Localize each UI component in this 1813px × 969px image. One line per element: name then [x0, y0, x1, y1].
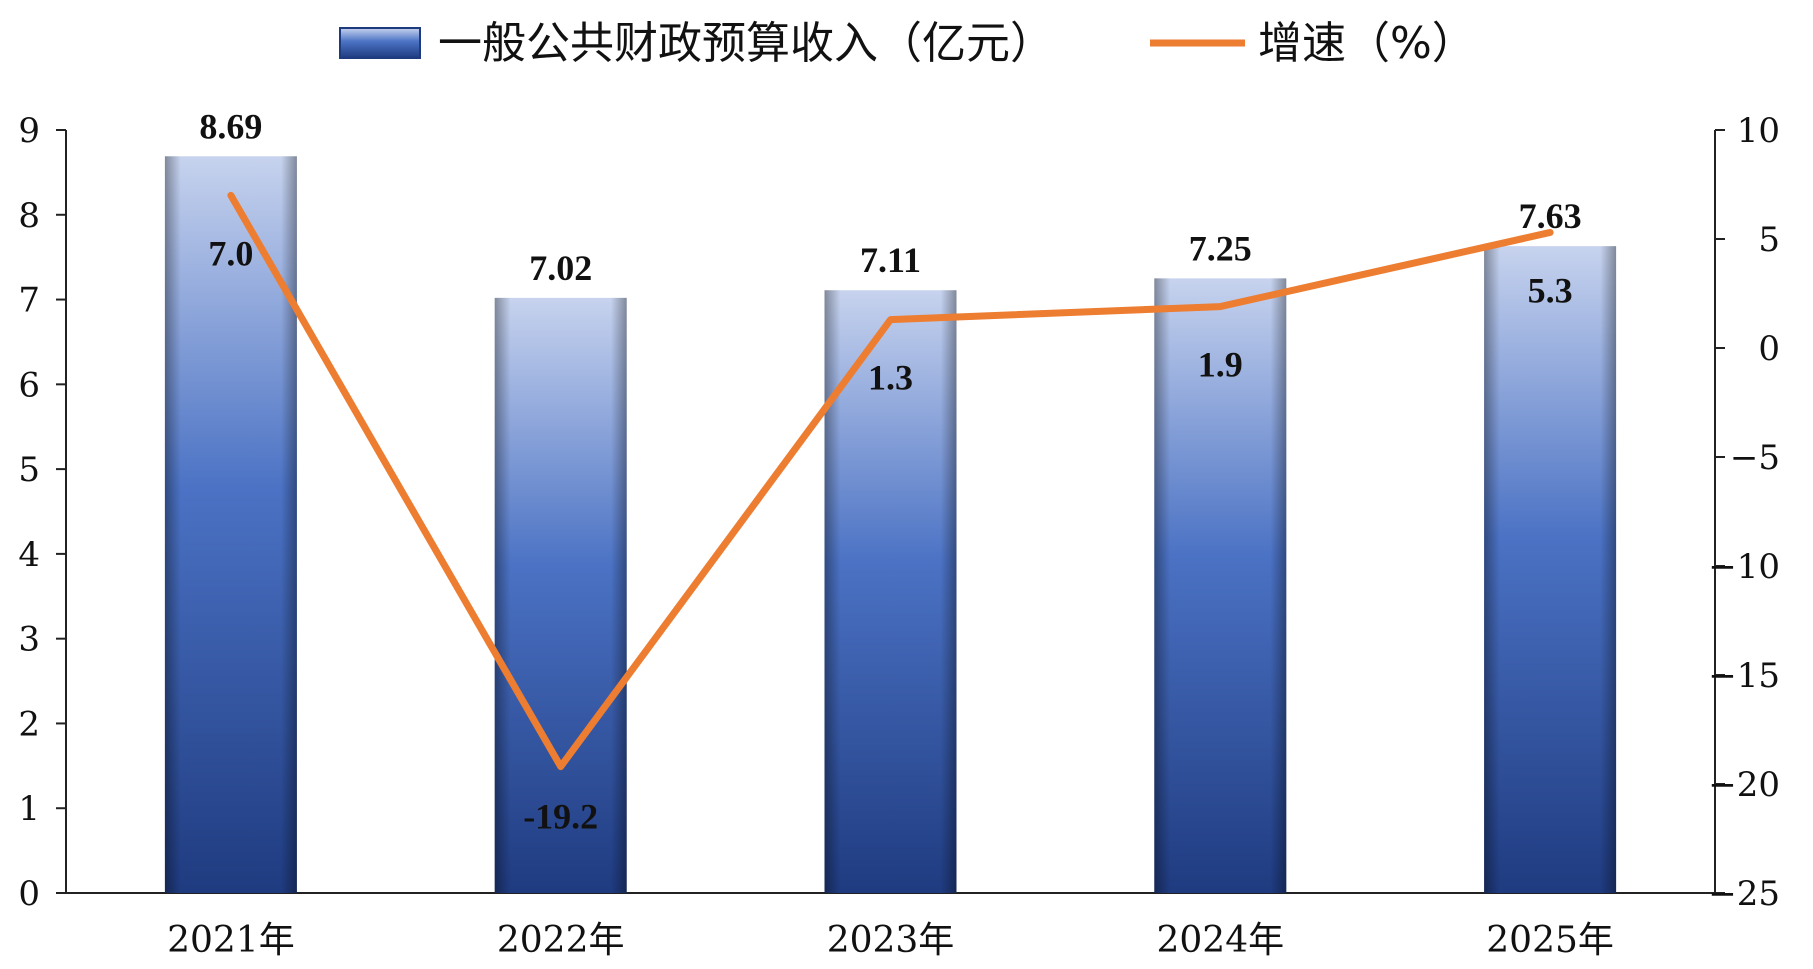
bar-value-label: 7.63	[1519, 196, 1582, 236]
right-tick-label: 0	[1758, 329, 1780, 369]
growth-value-label: 1.9	[1198, 345, 1243, 385]
right-tick-label: −15	[1708, 656, 1780, 696]
left-tick-label: 9	[18, 111, 40, 151]
category-label: 2021年	[167, 920, 295, 961]
bar-edge-shade	[164, 156, 297, 893]
legend-line-label: 增速（%）	[1258, 18, 1476, 69]
left-axis-ticks: 0 1 2 3 4 5 6 7 8 9	[18, 111, 66, 914]
bar-edge-shade	[1154, 278, 1287, 894]
growth-value-label: 1.3	[868, 358, 913, 398]
category-label: 2022年	[497, 920, 625, 961]
right-tick-label: −10	[1708, 547, 1780, 587]
bars	[164, 156, 1617, 894]
category-labels: 2021年 2022年 2023年 2024年 2025年	[167, 920, 1614, 961]
legend-bar-label: 一般公共财政预算收入（亿元）	[438, 18, 1054, 69]
right-axis-ticks: −25 −20 −15 −10 −5 0 5 10	[1708, 111, 1780, 914]
right-tick-label: −25	[1708, 874, 1780, 914]
bar-value-label: 7.25	[1189, 228, 1252, 268]
left-tick-label: 2	[18, 704, 40, 744]
bar-edge-shade	[1484, 246, 1617, 893]
bar-value-label: 7.02	[529, 248, 592, 288]
right-tick-label: −20	[1708, 765, 1780, 805]
left-tick-label: 6	[18, 365, 40, 405]
right-tick-label: 5	[1758, 220, 1780, 260]
left-tick-label: 8	[18, 196, 40, 236]
left-tick-label: 7	[18, 281, 40, 321]
left-tick-label: 1	[18, 789, 40, 829]
bar-value-label: 8.69	[199, 106, 262, 146]
bar-edge-shade	[494, 297, 627, 893]
left-tick-label: 0	[18, 874, 40, 914]
left-tick-label: 3	[18, 620, 40, 660]
right-tick-label: 10	[1737, 111, 1780, 151]
bar-edge-shade	[824, 290, 957, 894]
growth-line	[227, 191, 1554, 771]
legend-bar-swatch	[339, 27, 421, 59]
bar-value-label: 7.11	[860, 240, 921, 280]
legend: 一般公共财政预算收入（亿元） 增速（%）	[339, 18, 1476, 69]
left-tick-label: 4	[18, 535, 40, 575]
category-label: 2024年	[1156, 920, 1284, 961]
category-label: 2023年	[827, 920, 955, 961]
right-tick-label: −5	[1730, 438, 1780, 478]
growth-value-label: 5.3	[1528, 270, 1573, 310]
growth-value-label: -19.2	[523, 797, 598, 837]
category-label: 2025年	[1486, 920, 1614, 961]
left-tick-label: 5	[18, 450, 40, 490]
growth-value-label: 7.0	[208, 233, 253, 273]
data-labels: 8.69 7.02 7.11 7.25 7.63 7.0 -19.2 1.3 1.9 5.3	[199, 106, 1581, 836]
